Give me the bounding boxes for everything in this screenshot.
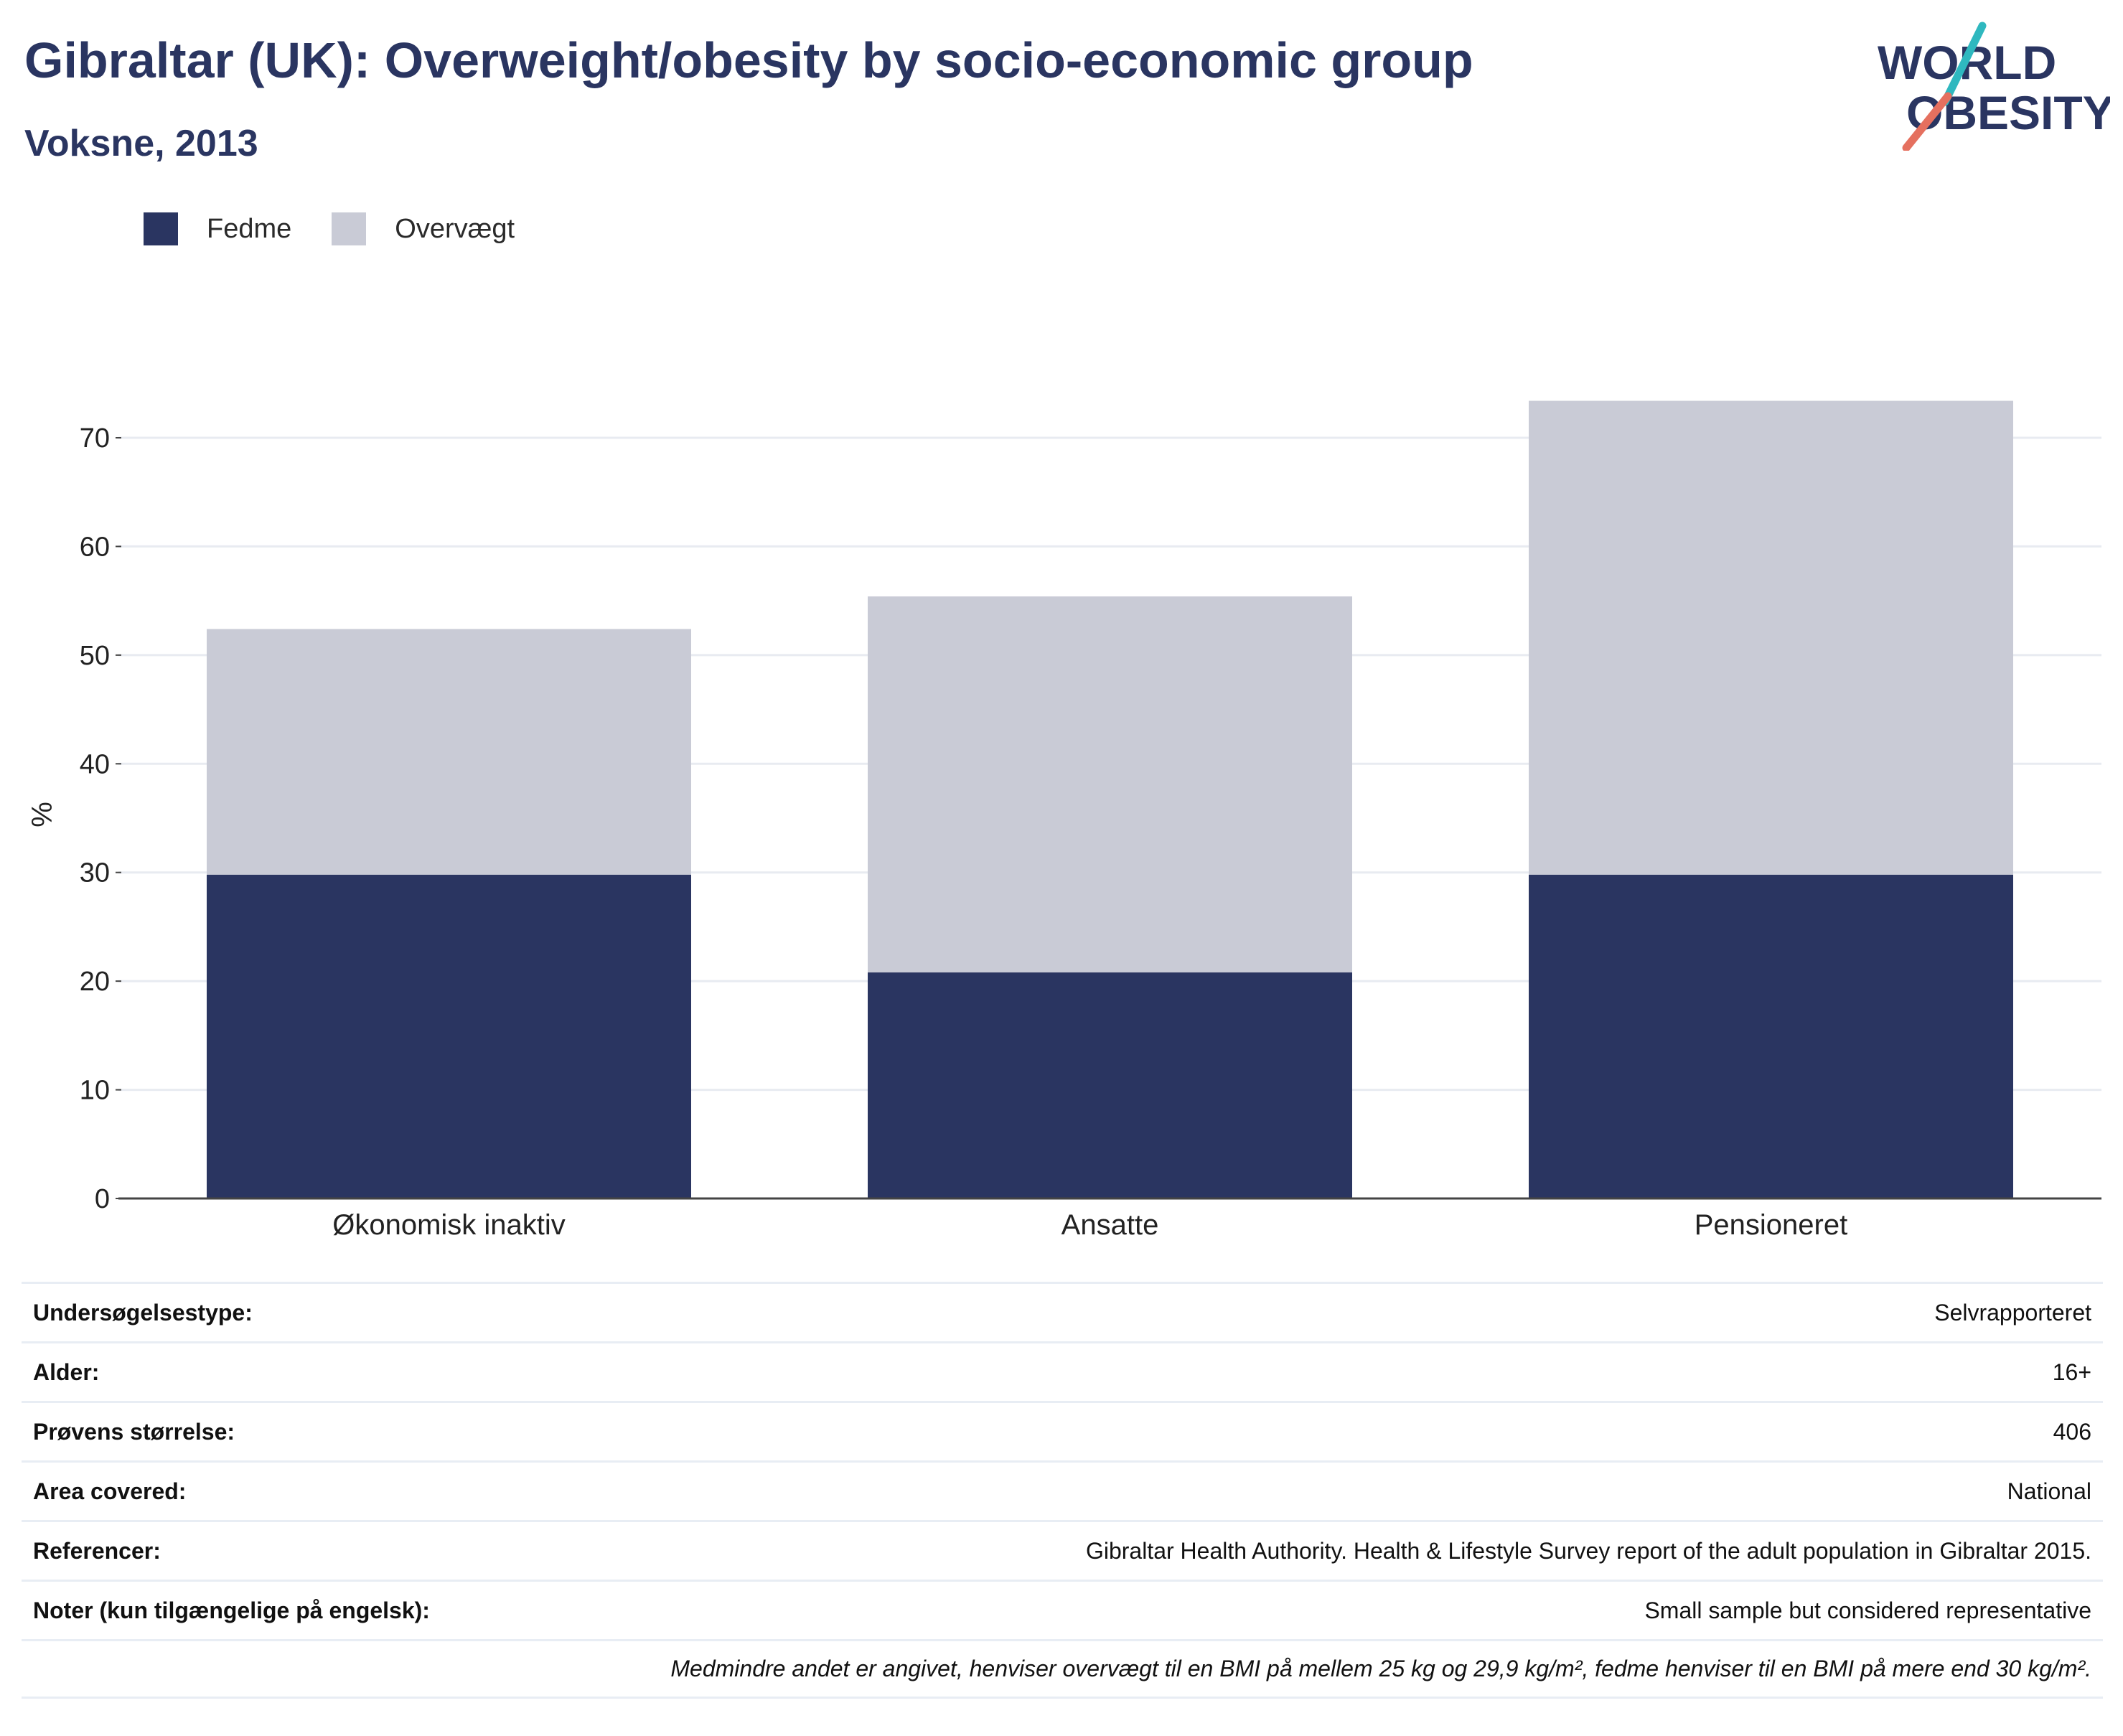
meta-row-footnote: Medmindre andet er angivet, henviser ove… (22, 1639, 2103, 1699)
bar-overvaegt-2 (1529, 400, 2013, 875)
chart-subtitle: Voksne, 2013 (24, 123, 258, 164)
chart-legend: Fedme Overvægt (144, 212, 555, 245)
legend-label-fedme: Fedme (207, 213, 292, 244)
meta-key: Prøvens størrelse: (33, 1418, 235, 1445)
meta-row-age: Alder: 16+ (22, 1341, 2103, 1401)
meta-row-survey-type: Undersøgelsestype: Selvrapporteret (22, 1282, 2103, 1341)
legend-swatch-overvaegt (332, 212, 367, 245)
legend-label-overvaegt: Overvægt (395, 213, 515, 244)
y-tick-label: 40 (80, 749, 110, 779)
chart-title: Gibraltar (UK): Overweight/obesity by so… (24, 32, 1473, 88)
legend-item-fedme[interactable]: Fedme (144, 212, 291, 245)
logo-word-obesity: OBESITY (1906, 86, 2110, 139)
y-tick-label: 60 (80, 532, 110, 562)
meta-row-area: Area covered: National (22, 1460, 2103, 1520)
x-tick-label: Pensioneret (1695, 1209, 1847, 1241)
bar-overvaegt-1 (868, 596, 1352, 973)
meta-value: Small sample but considered representati… (1644, 1597, 2091, 1623)
stacked-bar-chart: 0 10 20 30 40 50 60 70% Økonomisk inaktiv Ansatte… (27, 400, 2101, 1241)
world-obesity-logo: WORLD OBESITY (1878, 22, 2110, 151)
y-tick-label: 30 (80, 858, 110, 888)
meta-value: Selvrapporteret (1934, 1299, 2091, 1326)
bar-fedme-0 (207, 874, 691, 1198)
bmi-footnote: Medmindre andet er angivet, henviser ove… (670, 1656, 2091, 1681)
meta-key: Alder: (33, 1359, 100, 1385)
y-tick-label: 10 (80, 1076, 110, 1106)
meta-key: Noter (kun tilgængelige på engelsk): (33, 1597, 430, 1623)
y-tick-label: 0 (95, 1184, 110, 1214)
meta-row-references: Referencer: Gibraltar Health Authority. … (22, 1520, 2103, 1580)
meta-value: Gibraltar Health Authority. Health & Lif… (1085, 1537, 2091, 1564)
bar-fedme-2 (1529, 874, 2013, 1198)
meta-value: 16+ (2052, 1359, 2091, 1385)
meta-key: Area covered: (33, 1478, 187, 1504)
x-tick-label: Ansatte (1062, 1209, 1159, 1241)
meta-value: 406 (2053, 1418, 2091, 1445)
meta-row-notes: Noter (kun tilgængelige på engelsk): Sma… (22, 1580, 2103, 1639)
y-tick-label: 70 (80, 423, 110, 454)
y-axis-label: % (27, 802, 58, 827)
legend-item-overvaegt[interactable]: Overvægt (332, 212, 515, 245)
meta-value: National (2007, 1478, 2091, 1504)
x-tick-label: Økonomisk inaktiv (332, 1209, 566, 1241)
bar-fedme-1 (868, 972, 1352, 1198)
bar-overvaegt-0 (207, 629, 691, 875)
survey-metadata-table: Undersøgelsestype: Selvrapporteret Alder… (22, 1282, 2103, 1699)
y-tick-label: 20 (80, 967, 110, 997)
y-tick-label: 50 (80, 641, 110, 671)
meta-row-sample-size: Prøvens størrelse: 406 (22, 1401, 2103, 1460)
legend-swatch-fedme (144, 212, 178, 245)
meta-key: Referencer: (33, 1537, 161, 1564)
logo-slash-coral (1902, 92, 1952, 151)
logo-slash-teal (1941, 22, 1987, 106)
meta-key: Undersøgelsestype: (33, 1299, 253, 1326)
